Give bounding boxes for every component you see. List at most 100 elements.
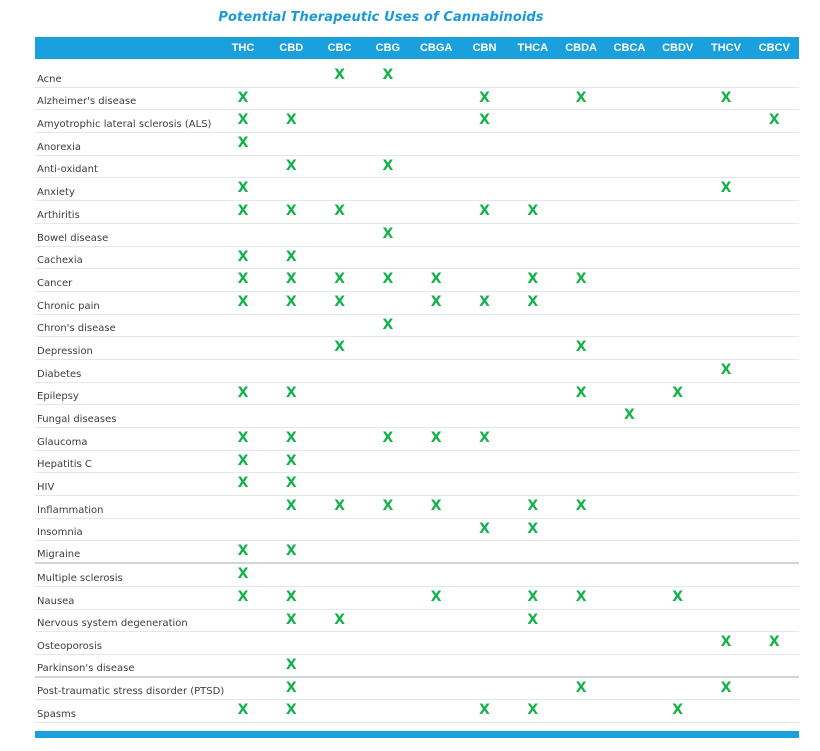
condition-name: Hepatitis C [37, 459, 92, 471]
check-mark-thc: X [237, 566, 249, 583]
condition-name: Chronic pain [37, 300, 100, 312]
check-mark-cbd: X [285, 430, 297, 446]
check-mark-thca: X [527, 271, 539, 288]
table-row: Nervous system degeneration X X X [35, 610, 799, 633]
check-mark-thca: X [527, 293, 539, 310]
condition-name: Post-traumatic stress disorder (PTSD) [37, 686, 225, 698]
table-row: Cancer X X X X X X X [35, 269, 799, 292]
table-row: Chronic pain X X X X X X [35, 292, 799, 315]
check-mark-thca: X [527, 611, 539, 628]
check-mark-cbn: X [479, 89, 490, 106]
check-mark-cbd: X [285, 271, 297, 288]
check-mark-cbg: X [382, 316, 394, 333]
check-mark-thc: X [237, 203, 249, 220]
check-mark-thc: X [237, 430, 249, 446]
column-header-thca: THCA [517, 42, 549, 54]
check-mark-cbd: X [285, 248, 297, 265]
table-body: Acne X X Alzheimer's disease X X X X Amyotrophic… [35, 65, 799, 723]
cannabinoid-uses-table: THC CBD CBC CBG CBGA CBN THCA CBDA CBCA CBDV THCV C… [35, 37, 799, 738]
check-mark-thc: X [237, 384, 249, 401]
condition-name: Chron's disease [37, 323, 116, 335]
check-mark-thc: X [237, 271, 249, 288]
table-row: Inflammation X X X X X X [35, 496, 799, 519]
check-mark-thc: X [237, 248, 249, 265]
condition-name: HIV [37, 482, 55, 494]
table-row: Alzheimer's disease X X X X [35, 88, 799, 111]
column-header-thc: THC [231, 42, 255, 54]
condition-name: Alzheimer's disease [37, 96, 137, 108]
check-mark-cbda: X [575, 679, 587, 696]
condition-name: Anti-oxidant [37, 164, 98, 176]
check-mark-thcv: X [720, 634, 732, 651]
check-mark-cbda: X [575, 339, 587, 356]
condition-name: Anxiety [37, 187, 75, 199]
check-mark-cbda: X [575, 271, 587, 288]
table-row: Osteoporosis X X [35, 632, 799, 655]
check-mark-cbcv: X [768, 634, 780, 651]
check-mark-cbd: X [285, 384, 297, 401]
condition-name: Insomnia [37, 527, 83, 539]
check-mark-cbg: X [382, 157, 394, 174]
table-row: Multiple sclerosis X [35, 564, 799, 587]
table-row: Migraine X X [35, 541, 799, 565]
check-mark-thcv: X [720, 679, 732, 696]
column-header-cbga: CBGA [419, 42, 453, 54]
check-mark-cbd: X [285, 293, 297, 310]
check-mark-cbd: X [285, 112, 297, 129]
table-row: Glaucoma X X X X X [35, 428, 799, 451]
column-header-cbc: CBC [327, 42, 352, 54]
check-mark-cbda: X [575, 384, 587, 401]
check-mark-cbd: X [285, 543, 297, 560]
column-header-thcv: THCV [711, 42, 741, 54]
table-row: Anti-oxidant X X [35, 156, 799, 179]
condition-name: Spasms [37, 708, 76, 720]
check-mark-cbdv: X [672, 702, 684, 719]
check-mark-cbn: X [479, 293, 490, 310]
table-row: Bowel disease X [35, 224, 799, 247]
check-mark-cbd: X [285, 588, 297, 605]
condition-name: Acne [37, 73, 62, 85]
column-header-cbca: CBCA [613, 42, 646, 54]
check-mark-thc: X [237, 89, 249, 106]
check-mark-thc: X [237, 452, 249, 469]
table-row: Fungal diseases X [35, 405, 799, 428]
check-mark-cbg: X [382, 271, 394, 288]
condition-name: Fungal diseases [37, 414, 117, 425]
check-mark-cbn: X [479, 520, 490, 537]
check-mark-cbd: X [285, 157, 297, 174]
table-row: Diabetes X [35, 360, 799, 383]
check-mark-thc: X [237, 475, 249, 492]
check-mark-thc: X [237, 293, 249, 310]
check-mark-cbga: X [430, 293, 442, 310]
page-title: Potential Therapeutic Uses of Cannabinoi… [218, 10, 544, 25]
condition-name: Arthiritis [37, 209, 80, 221]
check-mark-cbdv: X [672, 588, 684, 605]
check-mark-thc: X [237, 112, 249, 129]
check-mark-cbd: X [285, 656, 297, 673]
check-mark-thca: X [527, 588, 539, 605]
column-header-cbg: CBG [375, 42, 401, 54]
check-mark-thcv: X [720, 89, 732, 106]
condition-name: Cachexia [37, 255, 83, 267]
check-mark-cbd: X [285, 475, 297, 492]
check-mark-cbn: X [479, 203, 490, 220]
check-mark-cbga: X [430, 271, 442, 288]
check-mark-thc: X [237, 135, 249, 152]
check-mark-cbg: X [382, 67, 394, 83]
table-row: Hepatitis C X X [35, 451, 799, 474]
check-mark-cbd: X [285, 498, 297, 515]
check-mark-cbdv: X [672, 384, 684, 401]
check-mark-cbc: X [334, 67, 345, 83]
bottom-bar [35, 730, 799, 738]
column-header-cbd: CBD [279, 42, 304, 54]
check-mark-cbc: X [334, 498, 345, 515]
condition-name: Multiple sclerosis [37, 572, 123, 584]
check-mark-cbn: X [479, 430, 490, 446]
check-mark-cbc: X [334, 293, 345, 310]
check-mark-thca: X [527, 203, 539, 220]
check-mark-cbg: X [382, 225, 394, 242]
table-row: Nausea X X X X X X [35, 587, 799, 610]
table-row: Post-traumatic stress disorder (PTSD) X X X [35, 678, 799, 701]
condition-name: Nausea [37, 595, 75, 607]
condition-name: Inflammation [37, 504, 104, 516]
